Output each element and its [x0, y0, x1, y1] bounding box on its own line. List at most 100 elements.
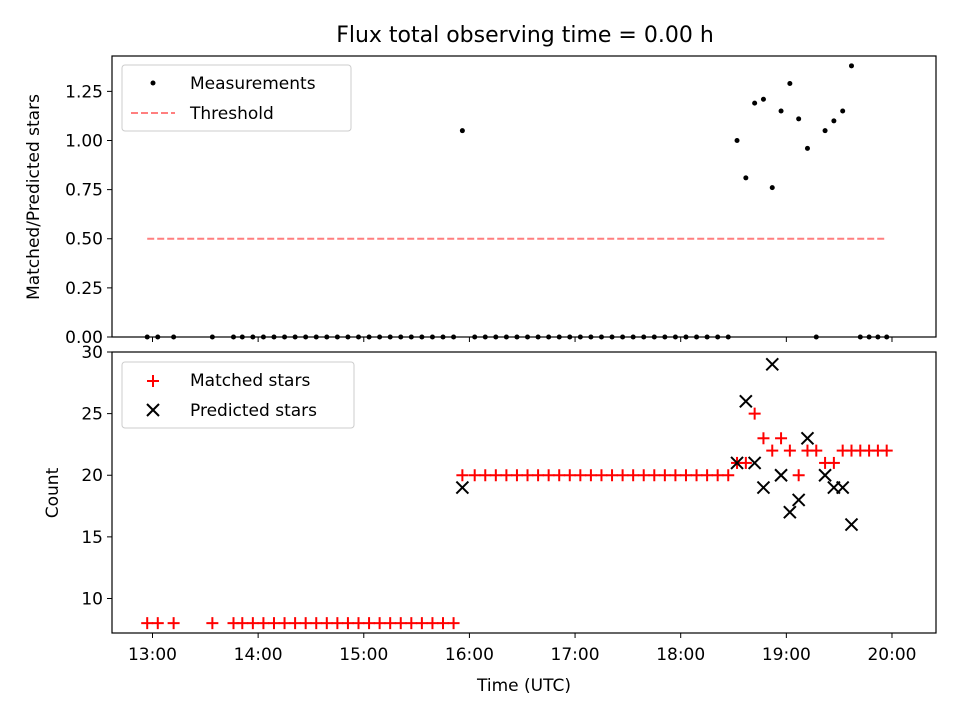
- bottom-panel: 13:00 14:00 15:00 16:00 17:00 18:00 19:00 20:00…: [43, 343, 937, 696]
- measurement-point: [672, 334, 678, 340]
- matched-star-marker: [500, 469, 513, 482]
- top-y-ticks: 0.00 0.25 0.50 0.75 1.00 1.25: [65, 82, 112, 348]
- top-plot-frame: [111, 55, 937, 338]
- matched-star-marker: [766, 444, 779, 457]
- matched-star-marker: [456, 469, 469, 482]
- predicted-star-marker: [791, 493, 806, 507]
- measurement-point: [822, 128, 828, 134]
- predicted-star-marker: [739, 394, 753, 409]
- top-panel: 0.00 0.25 0.50 0.75 1.00 1.25 Matched/Predict…: [24, 55, 937, 348]
- matched-star-marker: [627, 469, 640, 482]
- measurement-point: [840, 108, 846, 114]
- top-legend-box: [121, 64, 352, 132]
- bottom-y-tick-label: 20: [81, 466, 103, 486]
- measurement-point: [387, 334, 393, 340]
- x-tick-label: 20:00: [867, 645, 916, 665]
- bottom-y-tick-label: 10: [81, 589, 103, 609]
- measurement-point: [662, 334, 668, 340]
- matched-star-marker: [658, 469, 671, 482]
- matched-star-marker: [690, 469, 703, 482]
- matched-star-marker: [352, 617, 365, 630]
- matched-star-marker: [748, 407, 761, 420]
- measurement-point: [848, 63, 854, 69]
- measurement-point: [408, 334, 414, 340]
- x-tick-label: 13:00: [128, 645, 177, 665]
- matched-star-marker: [510, 469, 523, 482]
- measurement-point: [171, 334, 177, 340]
- measurement-point: [451, 334, 457, 340]
- top-y-tick-label: 0.75: [65, 181, 103, 201]
- measurement-point: [609, 334, 615, 340]
- bottom-y-tick-label: 30: [81, 343, 103, 363]
- legend-matched-label: Matched stars: [190, 371, 310, 391]
- measurement-point: [303, 334, 309, 340]
- matched-star-marker: [783, 444, 796, 457]
- measurement-point: [743, 175, 749, 181]
- measurement-point: [683, 334, 689, 340]
- matched-star-marker: [331, 617, 344, 630]
- x-tick-label: 17:00: [551, 645, 600, 665]
- measurement-point: [694, 334, 700, 340]
- matched-star-marker: [206, 617, 219, 630]
- matched-star-marker: [669, 469, 682, 482]
- measurement-point: [525, 334, 531, 340]
- top-y-tick-label: 0.25: [65, 279, 103, 299]
- measurement-point: [734, 137, 740, 143]
- x-tick-label: 18:00: [656, 645, 705, 665]
- matched-star-marker: [827, 456, 840, 469]
- matched-star-marker: [141, 617, 154, 630]
- matched-star-marker: [711, 469, 724, 482]
- matched-star-marker: [574, 469, 587, 482]
- top-y-tick-label: 0.00: [65, 328, 103, 348]
- predicted-star-marker: [818, 468, 832, 482]
- measurement-point: [567, 334, 573, 340]
- matched-star-marker: [257, 617, 270, 630]
- matched-star-marker: [739, 456, 752, 469]
- measurement-point: [419, 334, 425, 340]
- top-y-tick-label: 1.25: [65, 82, 103, 102]
- matched-star-marker: [810, 444, 823, 457]
- measurement-point: [239, 334, 245, 340]
- top-marks: [144, 63, 890, 340]
- matched-star-marker: [405, 617, 418, 630]
- measurement-point: [577, 334, 583, 340]
- matched-star-marker: [167, 617, 180, 630]
- matched-star-marker: [489, 469, 502, 482]
- predicted-star-marker: [730, 456, 744, 470]
- measurement-point: [271, 334, 277, 340]
- bottom-y-tick-label: 25: [81, 405, 103, 425]
- measurement-point: [813, 334, 819, 340]
- matched-star-marker: [373, 617, 386, 630]
- matched-star-marker: [363, 617, 376, 630]
- top-y-axis-label: Matched/Predicted stars: [24, 94, 44, 300]
- measurement-point: [345, 334, 351, 340]
- matched-star-marker: [701, 469, 714, 482]
- matched-star-marker: [563, 469, 576, 482]
- measurement-point: [651, 334, 657, 340]
- matched-star-marker: [606, 469, 619, 482]
- measurement-point: [535, 334, 541, 340]
- measurement-point: [831, 118, 837, 124]
- measurement-point: [482, 334, 488, 340]
- measurement-point: [292, 334, 298, 340]
- matched-star-marker: [542, 469, 555, 482]
- measurement-point: [704, 334, 710, 340]
- predicted-star-marker: [756, 480, 771, 495]
- bottom-legend-box: [121, 361, 355, 429]
- measurement-point: [546, 334, 552, 340]
- matched-star-marker: [278, 617, 291, 630]
- matched-star-marker: [320, 617, 333, 630]
- measurement-point: [796, 116, 802, 122]
- measurement-point: [459, 128, 465, 134]
- x-tick-label: 15:00: [339, 645, 388, 665]
- matched-star-marker: [415, 617, 428, 630]
- matched-star-marker: [246, 617, 259, 630]
- matched-star-marker: [521, 469, 534, 482]
- measurement-point: [787, 81, 793, 87]
- measurement-point: [514, 334, 520, 340]
- matched-star-marker: [532, 469, 545, 482]
- legend-measurements-marker: [150, 80, 156, 86]
- measurement-point: [875, 334, 881, 340]
- legend-predicted-marker: [146, 403, 160, 417]
